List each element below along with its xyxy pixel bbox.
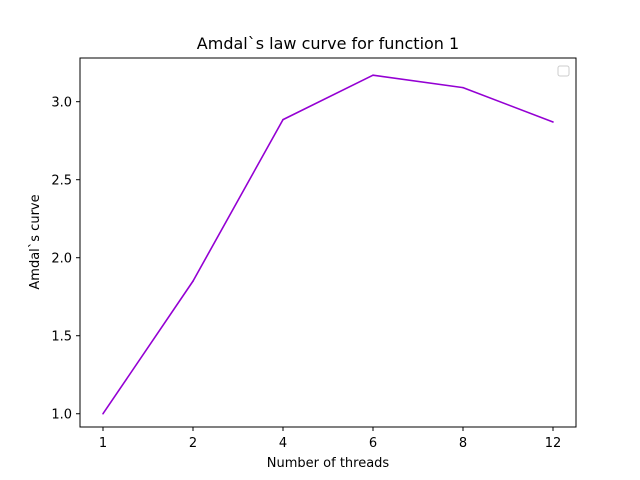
y-axis: 1.0 1.5 2.0 2.5 3.0 [51,96,80,423]
data-point [282,118,284,121]
x-tick-label: 1 [99,436,107,451]
plot-frame [79,57,577,428]
x-axis: 1 2 4 6 8 12 [99,427,561,451]
y-tick-label: 2.5 [51,174,72,189]
y-tick-label: 1.0 [51,408,72,423]
x-tick-label: 4 [279,436,287,451]
x-axis-label: Number of threads [267,456,390,471]
data-point [552,121,554,123]
data-point [192,280,194,282]
x-tick-label: 8 [459,436,467,451]
data-point [462,86,464,89]
y-axis-label: Amdal`s curve [28,194,43,289]
x-tick-label: 6 [369,436,377,451]
y-tick-label: 2.0 [51,252,72,267]
x-tick-label: 2 [189,436,197,451]
data-point [372,74,374,76]
y-tick-label: 1.5 [51,330,72,345]
series-line [102,74,554,415]
chart-title: Amdal`s law curve for function 1 [197,34,459,53]
y-tick-label: 3.0 [51,96,72,111]
data-point [102,412,104,415]
series-layer [102,74,554,415]
legend-box [557,65,570,77]
x-tick-label: 12 [545,436,562,451]
